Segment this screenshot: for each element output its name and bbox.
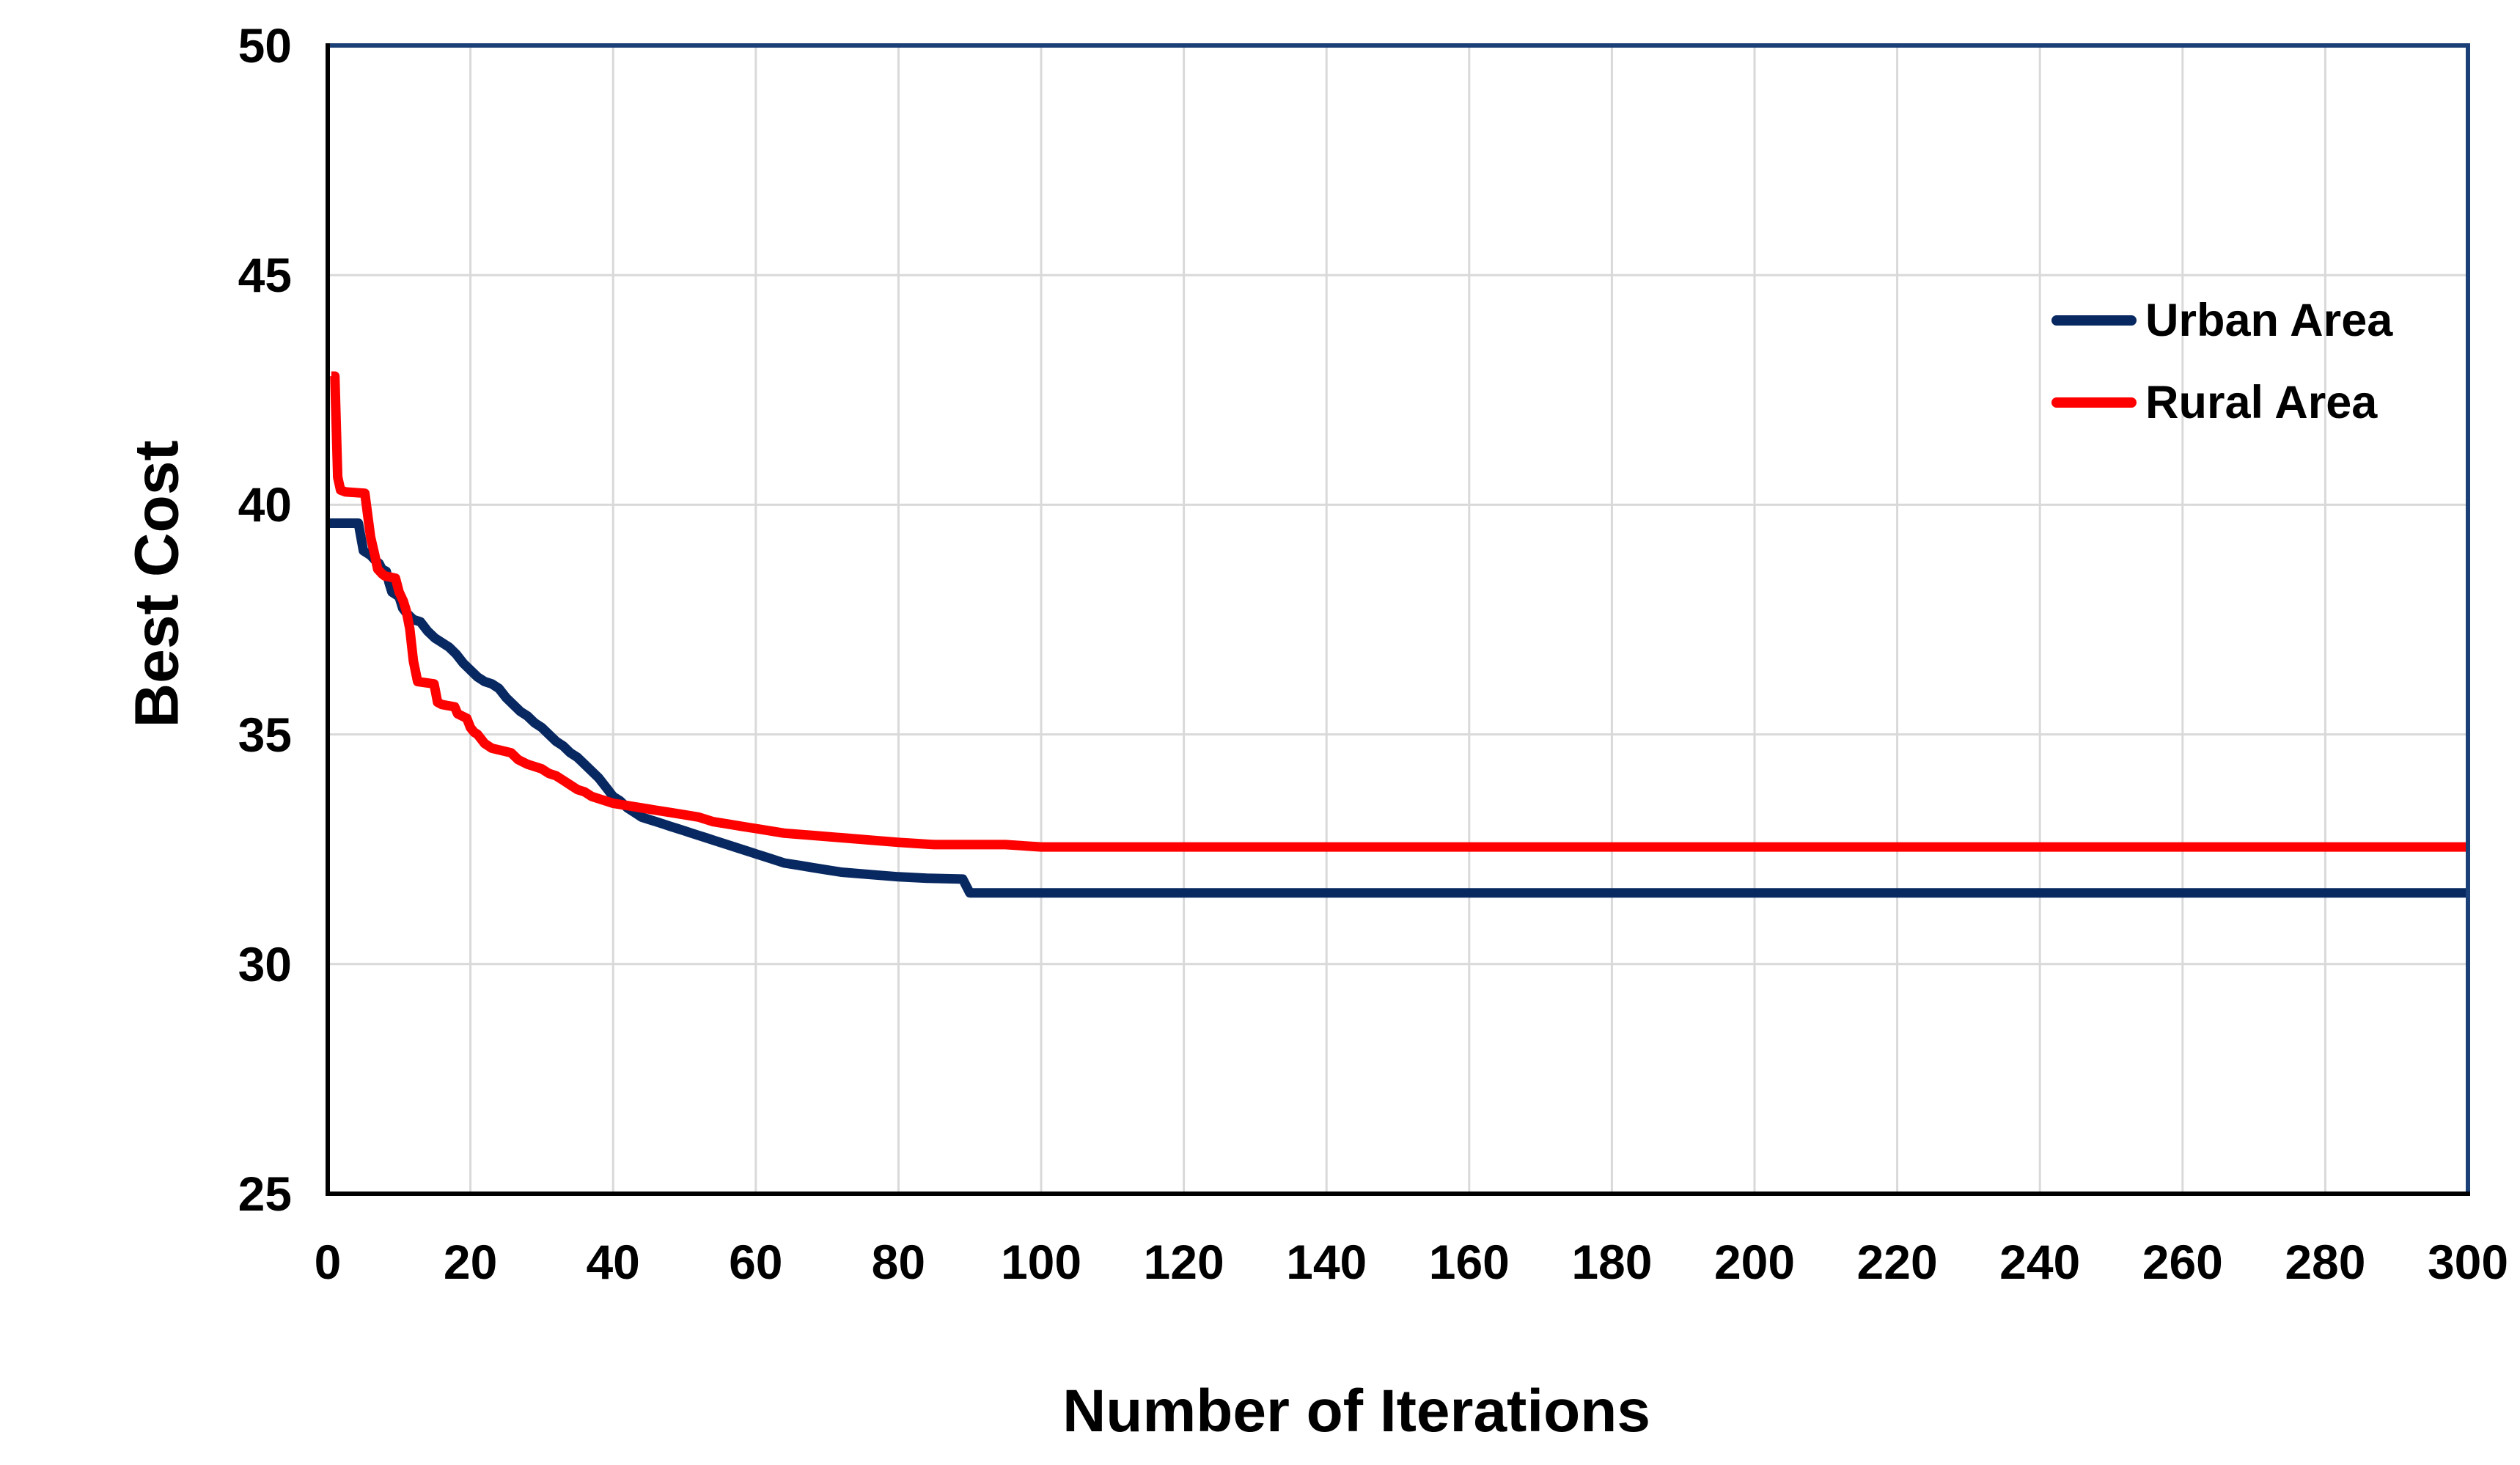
legend: Urban Area Rural Area [2051, 287, 2392, 436]
urban-area-line [328, 518, 2468, 898]
x-tick-label-100: 100 [1000, 1235, 1082, 1289]
x-tick-label-80: 80 [871, 1235, 926, 1289]
y-tick-label-50: 50 [238, 18, 292, 73]
y-tick-label-40: 40 [238, 477, 292, 532]
x-tick-label-220: 220 [1856, 1235, 1938, 1289]
legend-item-rural: Rural Area [2051, 370, 2392, 436]
x-tick-label-160: 160 [1428, 1235, 1510, 1289]
x-tick-label-40: 40 [586, 1235, 640, 1289]
x-tick-label-240: 240 [1999, 1235, 2081, 1289]
rural-area-line [330, 371, 2468, 852]
legend-label-urban: Urban Area [2145, 294, 2393, 346]
x-tick-label-260: 260 [2142, 1235, 2223, 1289]
y-tick-label-45: 45 [238, 248, 292, 303]
y-axis-title: Best Cost [122, 440, 193, 727]
y-tick-label-30: 30 [238, 936, 292, 991]
x-tick-label-180: 180 [1571, 1235, 1653, 1289]
x-tick-label-60: 60 [729, 1235, 783, 1289]
x-tick-label-120: 120 [1143, 1235, 1224, 1289]
y-tick-label-25: 25 [238, 1167, 292, 1221]
x-axis-title: Number of Iterations [1062, 1378, 1650, 1444]
x-tick-label-280: 280 [2285, 1235, 2366, 1289]
x-tick-label-140: 140 [1286, 1235, 1367, 1289]
urban-line-swatch [2051, 315, 2137, 326]
legend-item-urban: Urban Area [2051, 287, 2392, 353]
x-tick-label-300: 300 [2427, 1235, 2509, 1289]
y-axis-title-text: Best Cost [122, 440, 191, 728]
x-tick-label-0: 0 [314, 1235, 342, 1289]
x-tick-label-20: 20 [443, 1235, 498, 1289]
y-tick-label-35: 35 [238, 707, 292, 762]
legend-label-rural: Rural Area [2145, 376, 2378, 428]
rural-line-swatch [2051, 397, 2137, 408]
x-tick-label-200: 200 [1713, 1235, 1796, 1289]
